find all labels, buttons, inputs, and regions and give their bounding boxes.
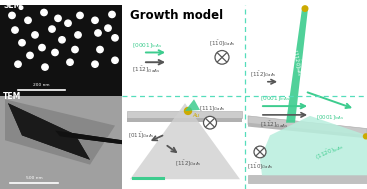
Polygon shape bbox=[127, 118, 242, 122]
Circle shape bbox=[15, 61, 21, 67]
Bar bbox=[248, 175, 367, 183]
Polygon shape bbox=[130, 103, 240, 179]
Circle shape bbox=[92, 61, 98, 67]
Circle shape bbox=[105, 25, 111, 31]
Circle shape bbox=[49, 26, 55, 32]
Polygon shape bbox=[5, 99, 115, 165]
Circle shape bbox=[25, 17, 31, 23]
Circle shape bbox=[12, 27, 18, 33]
Circle shape bbox=[9, 12, 15, 19]
Circle shape bbox=[41, 9, 47, 16]
Circle shape bbox=[27, 52, 33, 59]
Text: $[1\bar{1}0]_{GaAs}$: $[1\bar{1}0]_{GaAs}$ bbox=[247, 161, 273, 171]
Text: $[0001]_{InAs}$: $[0001]_{InAs}$ bbox=[316, 113, 344, 122]
Text: 200 nm: 200 nm bbox=[33, 83, 49, 87]
Circle shape bbox=[72, 46, 78, 53]
Circle shape bbox=[185, 108, 192, 114]
Text: TEM: TEM bbox=[3, 92, 21, 101]
Circle shape bbox=[302, 6, 308, 11]
Circle shape bbox=[75, 32, 81, 38]
Circle shape bbox=[363, 134, 367, 139]
Text: $[11\bar{2}0]_{InAs}$: $[11\bar{2}0]_{InAs}$ bbox=[290, 48, 304, 77]
Text: $[0001]_{InAs}$: $[0001]_{InAs}$ bbox=[132, 41, 162, 50]
Circle shape bbox=[112, 57, 118, 63]
Circle shape bbox=[92, 17, 98, 23]
Circle shape bbox=[59, 37, 65, 43]
Circle shape bbox=[77, 12, 83, 19]
Text: 500 nm: 500 nm bbox=[26, 176, 42, 180]
Circle shape bbox=[109, 11, 115, 18]
Text: $[1\bar{1}2]_{GaAs}$: $[1\bar{1}2]_{GaAs}$ bbox=[260, 119, 288, 129]
Text: $[1\bar{1}0]_{GaAs}$: $[1\bar{1}0]_{GaAs}$ bbox=[208, 38, 235, 48]
Polygon shape bbox=[248, 123, 367, 138]
Polygon shape bbox=[286, 9, 308, 123]
Bar bbox=[0, 96, 122, 189]
Circle shape bbox=[67, 59, 73, 65]
Circle shape bbox=[32, 32, 38, 38]
Polygon shape bbox=[8, 103, 90, 160]
Text: Growth model: Growth model bbox=[130, 9, 223, 22]
Circle shape bbox=[95, 30, 101, 36]
Polygon shape bbox=[127, 111, 242, 118]
Polygon shape bbox=[8, 103, 90, 160]
Text: $[0001]_{InAs}$: $[0001]_{InAs}$ bbox=[260, 94, 290, 103]
Text: $(11\bar{2}0)_{InAs}$: $(11\bar{2}0)_{InAs}$ bbox=[314, 141, 346, 163]
Polygon shape bbox=[185, 99, 200, 111]
Polygon shape bbox=[260, 116, 367, 175]
Polygon shape bbox=[55, 130, 122, 144]
Polygon shape bbox=[55, 130, 122, 144]
Circle shape bbox=[112, 35, 118, 41]
Circle shape bbox=[203, 116, 217, 129]
Text: Au: Au bbox=[192, 113, 199, 118]
Circle shape bbox=[52, 49, 58, 56]
Text: $[1\bar{1}2]_{GaAs}$: $[1\bar{1}2]_{GaAs}$ bbox=[175, 158, 202, 168]
Circle shape bbox=[42, 64, 48, 70]
Circle shape bbox=[55, 15, 61, 22]
Text: SEM: SEM bbox=[3, 1, 21, 10]
Bar bbox=[0, 96, 122, 189]
Circle shape bbox=[19, 6, 23, 9]
Circle shape bbox=[215, 50, 229, 64]
Circle shape bbox=[65, 20, 71, 26]
Circle shape bbox=[19, 40, 25, 46]
Circle shape bbox=[39, 44, 45, 51]
Polygon shape bbox=[248, 116, 367, 135]
Circle shape bbox=[97, 46, 103, 53]
Text: $[111]_{GaAs}$: $[111]_{GaAs}$ bbox=[199, 104, 225, 113]
Text: $[1\bar{1}2]_{GaAs}$: $[1\bar{1}2]_{GaAs}$ bbox=[250, 69, 277, 79]
Text: $[1\bar{1}2]_{GaAs}$: $[1\bar{1}2]_{GaAs}$ bbox=[132, 64, 160, 74]
Circle shape bbox=[254, 146, 266, 158]
Bar bbox=[0, 5, 122, 96]
Text: $[01\bar{1}]_{GaAs}$: $[01\bar{1}]_{GaAs}$ bbox=[128, 130, 155, 140]
